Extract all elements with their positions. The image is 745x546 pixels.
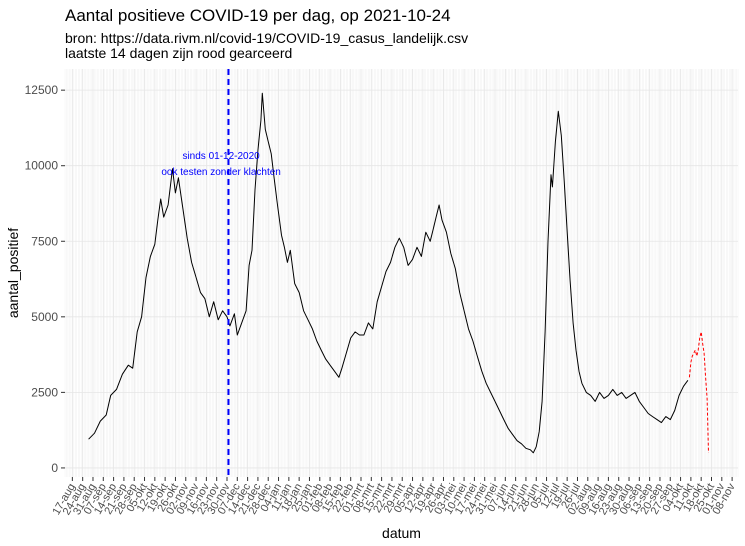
y-tick-label: 12500	[25, 83, 59, 97]
y-tick-label: 10000	[25, 159, 59, 173]
annotation-label: ook testen zonder klachten	[161, 167, 281, 178]
chart-title: Aantal positieve COVID-19 per dag, op 20…	[65, 6, 451, 25]
y-axis: 0 2500 5000 7500 10000 12500	[25, 83, 65, 475]
y-tick-label: 2500	[31, 385, 58, 399]
minor-grid	[64, 69, 739, 477]
y-tick-label: 5000	[31, 310, 58, 324]
y-tick-label: 0	[51, 461, 58, 475]
y-tick-label: 7500	[31, 234, 58, 248]
x-axis: 17-aug24-aug31-aug07-sep14-sep21-sep28-s…	[50, 477, 738, 517]
annotation-label: sinds 01-12-2020	[182, 151, 260, 162]
series-line-last-14-days	[688, 331, 709, 453]
chart-subtitle: bron: https://data.rivm.nl/covid-19/COVI…	[65, 31, 468, 61]
x-axis-title: datum	[382, 525, 421, 541]
series-line-positive	[88, 92, 689, 454]
subtitle-source-line: bron: https://data.rivm.nl/covid-19/COVI…	[65, 30, 469, 46]
y-axis-title: aantal_positief	[5, 228, 21, 318]
major-grid	[65, 69, 738, 477]
subtitle-note-line: laatste 14 dagen zijn rood gearceerd	[65, 45, 293, 61]
